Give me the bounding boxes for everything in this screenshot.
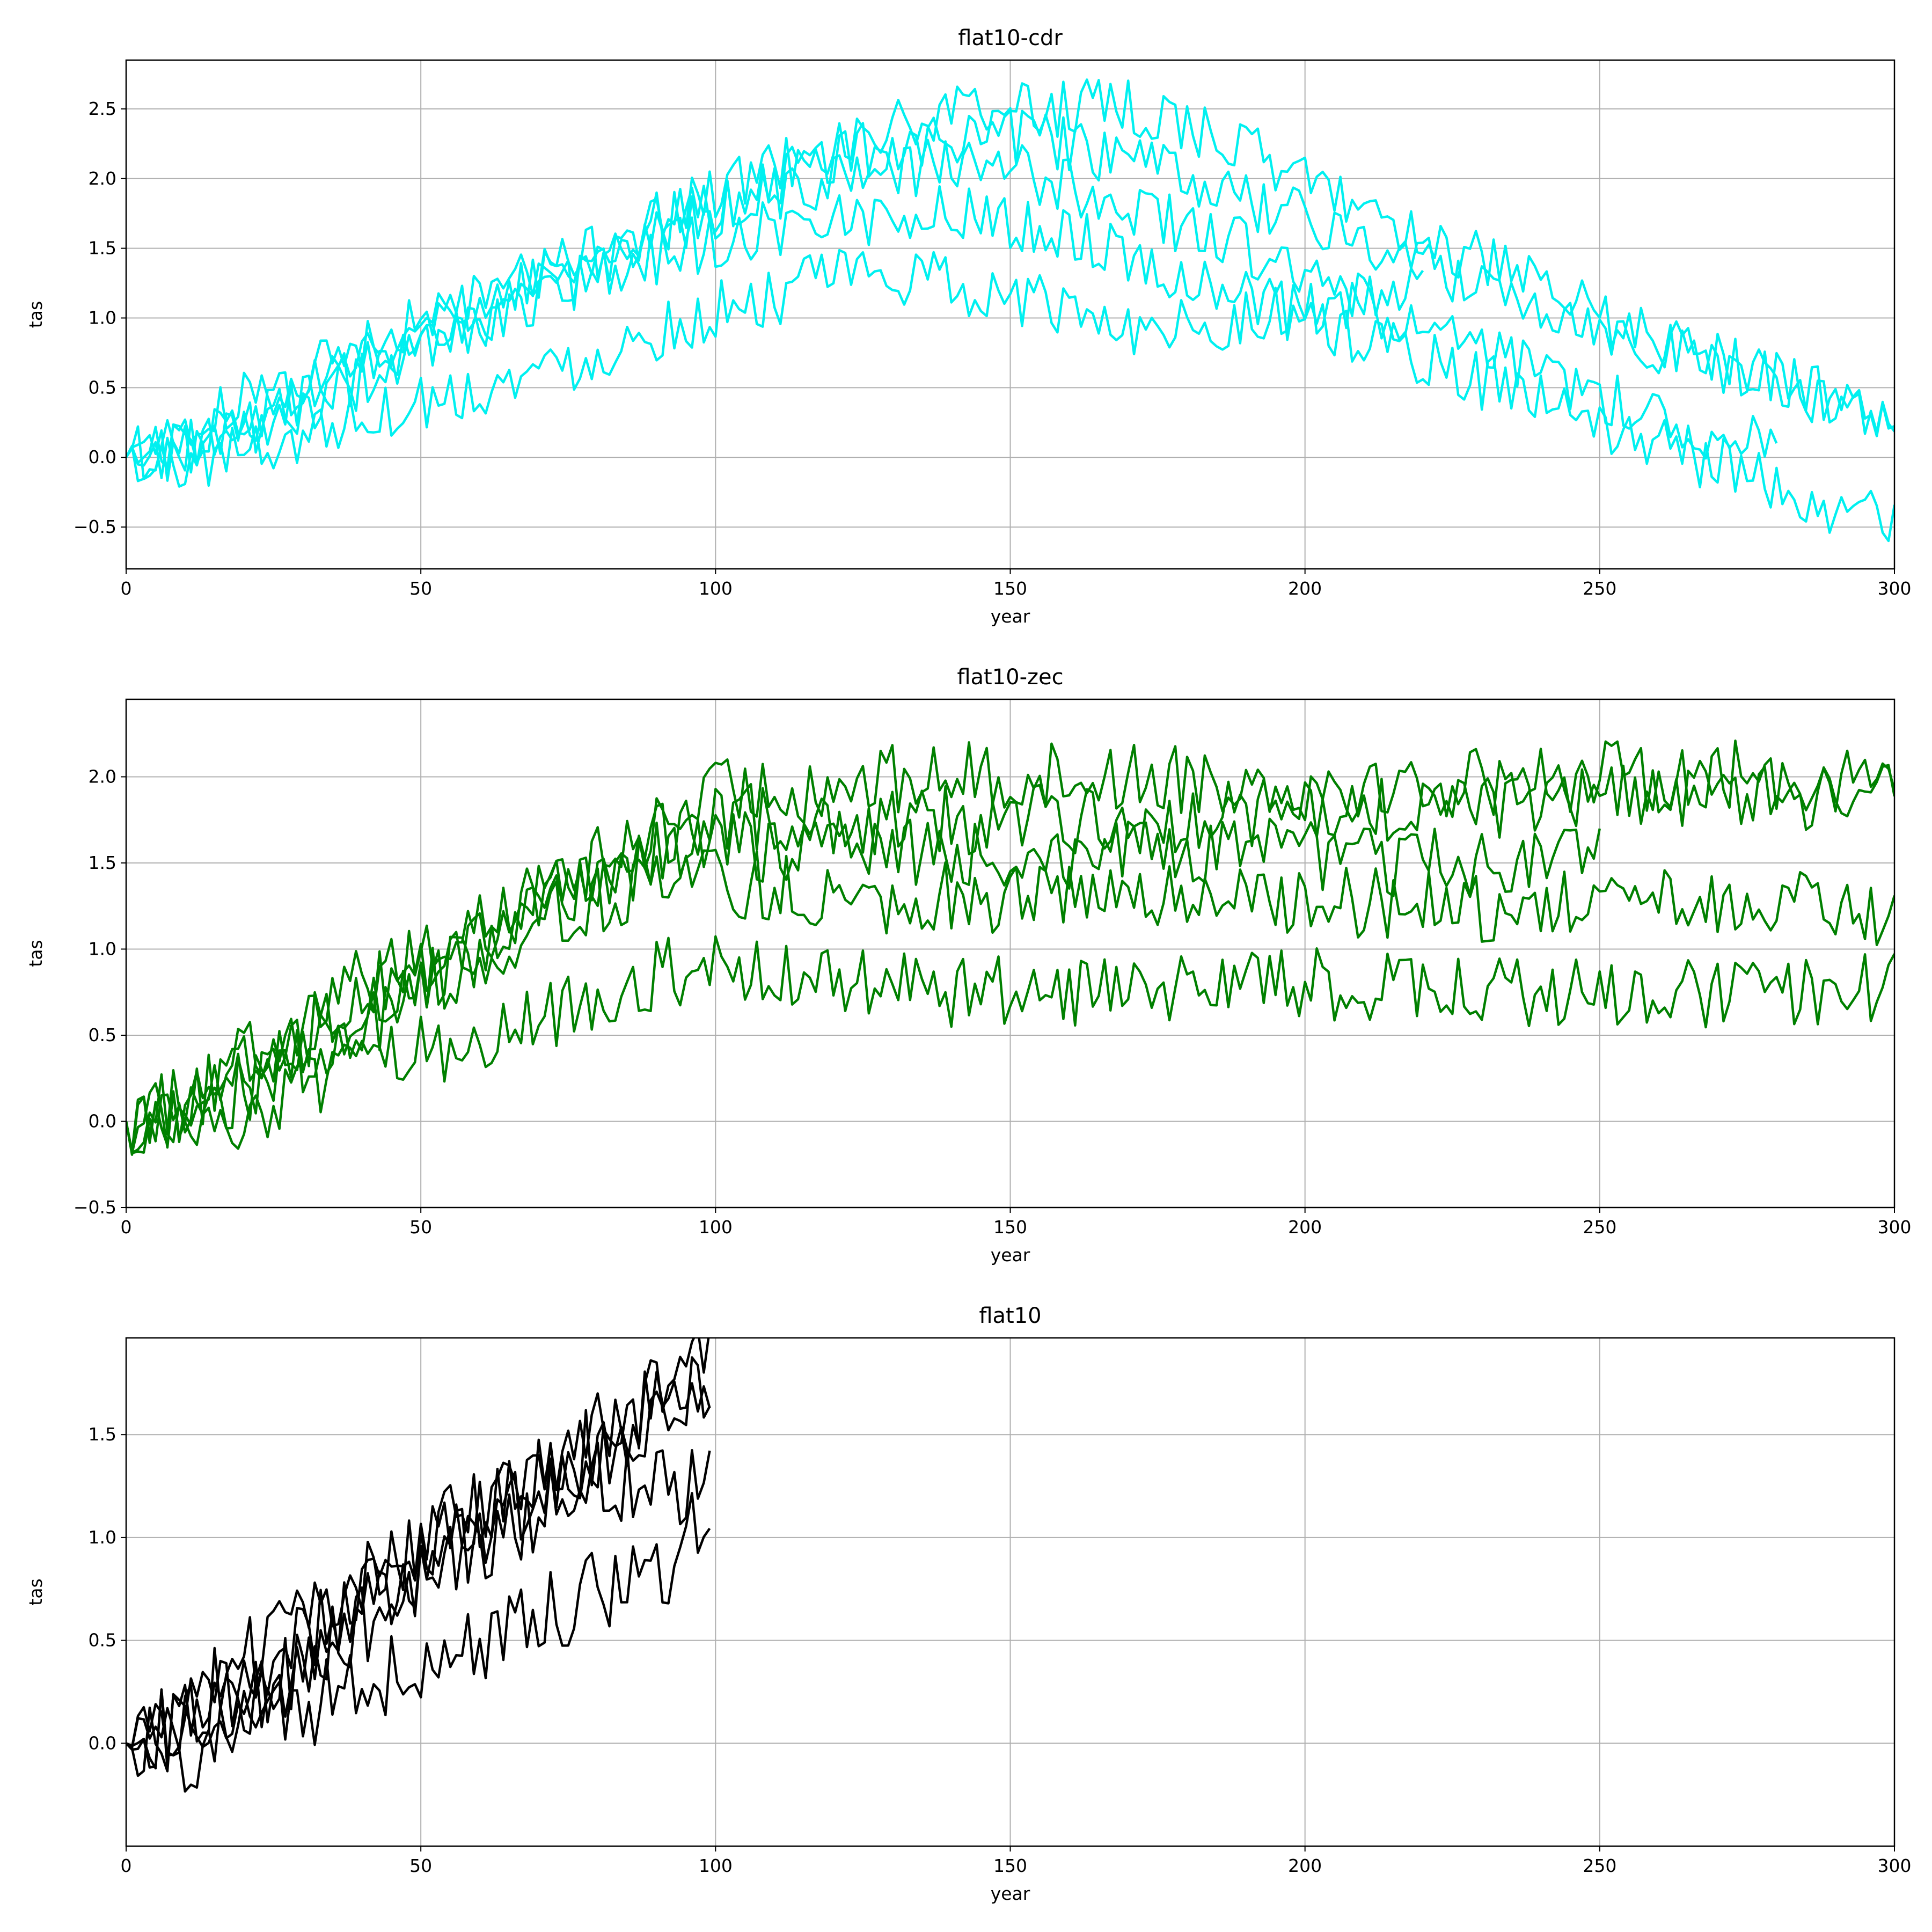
x-tick-label: 200: [1288, 1217, 1322, 1238]
x-tick-label: 150: [993, 578, 1027, 599]
panel-flat10-cdr: 0 50 100 150 200 250 300 −0.5 0.0 0.5 1.0 1.5 2.0 2.5…: [25, 26, 1912, 627]
series-line: [126, 185, 1894, 543]
x-tick-label: 300: [1878, 578, 1912, 599]
series-line: [126, 935, 1894, 1154]
y-tick-label: 2.0: [89, 168, 116, 189]
x-tick-label: 50: [409, 578, 432, 599]
x-tick-label: 300: [1878, 1855, 1912, 1876]
y-tick-label: 2.0: [89, 766, 116, 787]
ticks-layer: 0 50 100 150 200 250 300 0.0 0.5 1.0 1.5: [89, 1424, 1912, 1876]
x-axis-label: year: [991, 1245, 1030, 1265]
series-layer: [126, 1338, 711, 1793]
x-tick-label: 50: [409, 1217, 432, 1238]
x-tick-label: 200: [1288, 1855, 1322, 1876]
y-tick-label: 1.0: [89, 307, 116, 328]
y-axis-label: tas: [25, 1578, 46, 1605]
series-line: [126, 1492, 711, 1793]
y-tick-label: −0.5: [74, 516, 116, 537]
series-line: [126, 759, 1894, 1154]
y-tick-label: 0.5: [89, 1024, 116, 1045]
y-tick-label: 1.5: [89, 238, 116, 259]
series-line: [126, 848, 1894, 1153]
x-tick-label: 250: [1583, 1217, 1616, 1238]
x-tick-label: 0: [121, 578, 132, 599]
y-tick-label: 1.5: [89, 1424, 116, 1445]
panel-flat10-zec: 0 50 100 150 200 250 300 −0.5 0.0 0.5 1.0 1.5 2.0 fl…: [25, 665, 1912, 1265]
x-tick-label: 100: [699, 1855, 733, 1876]
y-axis-label: tas: [25, 940, 46, 967]
series-line: [126, 811, 1601, 1155]
x-axis-label: year: [991, 606, 1030, 627]
x-tick-label: 100: [699, 578, 733, 599]
series-line: [126, 1356, 711, 1757]
series-layer: [126, 78, 1894, 543]
x-tick-label: 200: [1288, 578, 1322, 599]
ticks-layer: 0 50 100 150 200 250 300 −0.5 0.0 0.5 1.0 1.5 2.0: [74, 766, 1912, 1238]
x-tick-label: 250: [1583, 578, 1616, 599]
ticks-layer: 0 50 100 150 200 250 300 −0.5 0.0 0.5 1.0 1.5 2.0 2.5: [74, 98, 1912, 599]
x-tick-label: 0: [121, 1855, 132, 1876]
y-axis-label: tas: [25, 301, 46, 328]
y-tick-label: 1.0: [89, 1527, 116, 1548]
chart-title: flat10: [979, 1304, 1041, 1328]
series-line: [126, 1441, 711, 1770]
series-layer: [126, 740, 1894, 1156]
x-tick-label: 250: [1583, 1855, 1616, 1876]
chart-title: flat10-cdr: [958, 26, 1063, 50]
chart-title: flat10-zec: [957, 665, 1063, 690]
y-tick-label: 0.5: [89, 1630, 116, 1651]
series-line: [126, 138, 1778, 482]
x-tick-label: 300: [1878, 1217, 1912, 1238]
y-tick-label: 0.5: [89, 377, 116, 398]
x-tick-label: 100: [699, 1217, 733, 1238]
y-tick-label: 1.5: [89, 852, 116, 873]
x-tick-label: 150: [993, 1855, 1027, 1876]
series-line: [126, 248, 1424, 488]
y-tick-label: 0.0: [89, 447, 116, 467]
x-tick-label: 0: [121, 1217, 132, 1238]
panel-flat10: 0 50 100 150 200 250 300 0.0 0.5 1.0 1.5 flat10 ye…: [25, 1304, 1912, 1904]
x-axis-label: year: [991, 1883, 1030, 1904]
y-tick-label: 1.0: [89, 938, 116, 959]
y-tick-label: −0.5: [74, 1197, 116, 1218]
y-tick-label: 2.5: [89, 98, 116, 119]
y-tick-label: 0.0: [89, 1110, 116, 1131]
y-tick-label: 0.0: [89, 1732, 116, 1753]
x-tick-label: 50: [409, 1855, 432, 1876]
series-line: [126, 107, 1894, 470]
x-tick-label: 150: [993, 1217, 1027, 1238]
